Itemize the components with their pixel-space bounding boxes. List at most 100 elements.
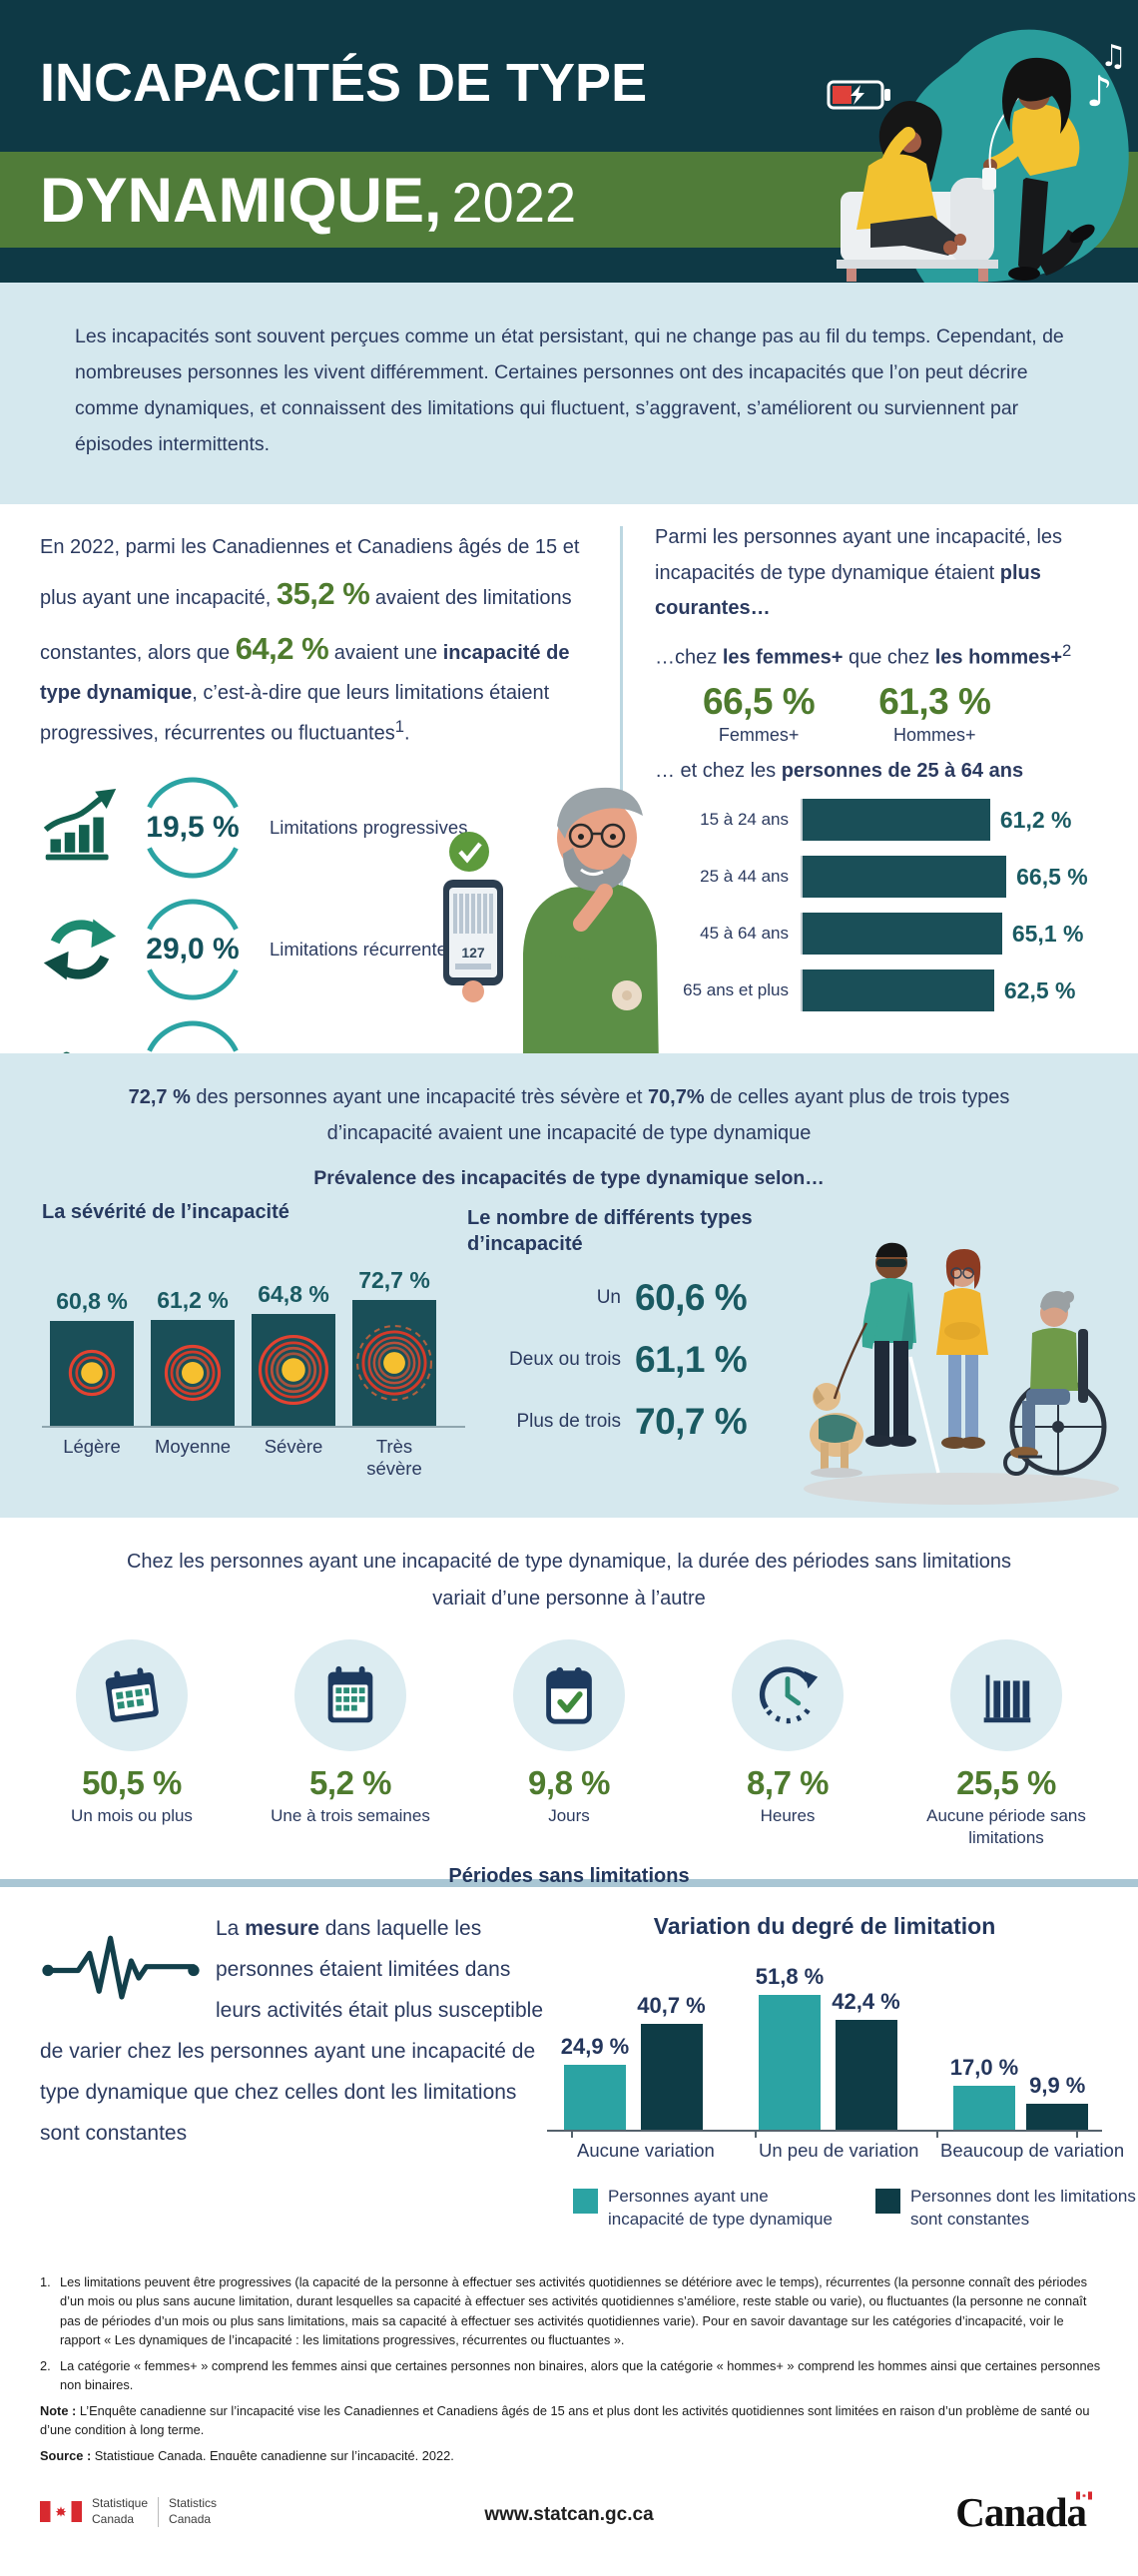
variation-text-block: La mesure dans laquelle les personnes ét… <box>40 1909 547 2258</box>
right-paragraph: Parmi les personnes ayant une incapacité… <box>655 526 1063 620</box>
bar-column: 40,7 % <box>637 1993 706 2130</box>
bar <box>803 913 1002 956</box>
bar-group: 17,0 % 9,9 % <box>950 2055 1089 2130</box>
age-category: 15 à 24 ans <box>700 810 789 830</box>
severity-categories: Légère Moyenne Sévère Très sévère <box>42 1436 465 1480</box>
mid-subtitle: Prévalence des incapacités de type dynam… <box>313 1167 825 1189</box>
stat-constant: 35,2 % <box>276 575 370 611</box>
legend-label: Personnes dont les limitations sont cons… <box>910 2187 1136 2229</box>
male-value: 61,3 % <box>878 681 991 723</box>
footnote-2: 2. La catégorie « femmes+ » comprend les… <box>40 2357 1101 2393</box>
footnote-1: 1. Les limitations peuvent être progress… <box>40 2274 1088 2348</box>
bar-value: 24,9 % <box>560 2034 630 2060</box>
white-cane <box>908 1356 940 1474</box>
severity-bars: 60,8 % 61,2 % <box>42 1267 465 1428</box>
stat-dynamic: 64,2 % <box>235 630 329 666</box>
bar-value: 61,2 % <box>999 806 1072 833</box>
age-bar-row: 15 à 24 ans 61,2 % <box>655 799 1106 842</box>
guide-dog <box>810 1383 863 1478</box>
stat-bubble: 29,0 % <box>126 898 260 1001</box>
clock-icon <box>760 1666 819 1724</box>
age-category: 25 à 44 ans <box>700 867 789 887</box>
bar-value: 64,8 % <box>258 1280 329 1307</box>
bar-group: 24,9 % 40,7 % <box>561 1993 706 2130</box>
female-label: Femmes+ <box>718 725 800 746</box>
axis-tick <box>755 2130 757 2138</box>
severity-title: La sévérité de l’incapacité <box>42 1201 289 1223</box>
durations-caption: Périodes sans limitations <box>448 1865 690 1888</box>
stat-row-recurrent: 29,0 % Limitations récurrentes <box>40 898 587 1001</box>
walking-person <box>982 57 1095 281</box>
types-value: 70,7 % <box>635 1401 748 1442</box>
calendar-weeks-icon <box>327 1665 373 1723</box>
intro-section: Les incapacités sont souvent perçues com… <box>0 283 1138 504</box>
footnote-ref-2: 2 <box>1062 640 1072 660</box>
footnote-ref-1: 1 <box>394 716 404 736</box>
durations-section: Chez les personnes ayant une incapacité … <box>0 1518 1138 1887</box>
recurring-arrows-icon <box>43 919 117 980</box>
bar-value: 66,5 % <box>1016 863 1088 890</box>
duration-value: 25,5 % <box>956 1764 1056 1801</box>
bar-dynamic <box>759 1995 821 2130</box>
types-category: Plus de trois <box>516 1411 621 1432</box>
severity-category: Très sévère <box>366 1435 422 1479</box>
man-with-phone-illustration: 127 <box>443 787 659 1071</box>
duration-label: Jours <box>548 1806 590 1825</box>
calendar-check-icon <box>546 1666 592 1724</box>
leash <box>833 1322 868 1400</box>
pulse-line-icon <box>42 1935 200 2000</box>
growth-chart-icon <box>43 788 117 861</box>
bar-constant <box>1026 2104 1089 2130</box>
signature-divider <box>158 2496 160 2527</box>
left-column: En 2022, parmi les Canadiennes et Canadi… <box>40 530 659 1141</box>
bar-constant <box>640 2024 703 2130</box>
source-line: Source : Statistique Canada, Enquête can… <box>40 2447 454 2463</box>
bar-column: 17,0 % <box>949 2054 1019 2130</box>
agency-name-fr: Statistique Canada <box>92 2496 149 2526</box>
types-value: 61,1 % <box>635 1339 748 1380</box>
axis-tick <box>936 2130 938 2138</box>
duration-item: 50,5 % Un mois ou plus <box>30 1639 234 1849</box>
severity-bar-column: 64,8 % <box>252 1281 335 1426</box>
canada-flag-icon <box>40 2501 82 2523</box>
legend-item: Personnes ayant une incapacité de type d… <box>573 2186 840 2232</box>
legend: Personnes ayant une incapacité de type d… <box>573 2186 1136 2232</box>
severity-bar-column: 72,7 % <box>352 1267 436 1426</box>
durations-items: 50,5 % Un mois ou plus <box>30 1639 1108 1849</box>
age-bar-row: 65 ans et plus 62,5 % <box>655 969 1106 1012</box>
bar-value: 51,8 % <box>755 1964 825 1990</box>
severity-bar-column: 60,8 % <box>50 1288 134 1426</box>
duration-item: 5,2 % Une à trois semaines <box>249 1639 452 1849</box>
duration-value: 9,8 % <box>528 1764 610 1801</box>
bar-value: 61,2 % <box>157 1286 229 1313</box>
gender-stats: 66,5 % Femmes+ 61,3 % Hommes+ <box>703 681 1106 746</box>
bar <box>803 856 1007 899</box>
age-category: 65 ans et plus <box>683 980 789 1000</box>
variation-category: Un peu de variation <box>759 2140 919 2161</box>
bar-track: 62,5 % <box>801 969 1106 1012</box>
target-icon <box>258 1334 329 1405</box>
music-note-icon: ♪ <box>1086 67 1113 116</box>
bar-column: 9,9 % <box>1026 2073 1089 2130</box>
statcan-signature: Statistique Canada Statistics Canada <box>40 2496 217 2527</box>
duration-item: 8,7 % Heures <box>686 1639 889 1849</box>
section-divider <box>0 1879 1138 1887</box>
bar-dynamic <box>564 2065 626 2130</box>
age-bar-chart: 15 à 24 ans 61,2 % 25 à 44 ans 66,5 % 45… <box>655 799 1106 1012</box>
statcan-url[interactable]: www.statcan.gc.ca <box>484 2504 654 2525</box>
prevalence-section: 72,7 % des personnes ayant une incapacit… <box>0 1053 1138 1518</box>
circle-outline <box>142 777 244 879</box>
icon-circle <box>294 1639 406 1751</box>
bar-value: 72,7 % <box>358 1267 430 1293</box>
circle-outline <box>142 899 244 1000</box>
bar-value: 17,0 % <box>949 2054 1019 2080</box>
header-illustration: ♪ ♫ <box>827 29 1129 283</box>
right-column: Parmi les personnes ayant une incapacité… <box>655 520 1106 1026</box>
sitting-person <box>856 100 966 256</box>
bar-value: 65,1 % <box>1011 920 1084 947</box>
duration-value: 8,7 % <box>747 1764 829 1801</box>
icon-circle <box>950 1639 1062 1751</box>
bar <box>151 1319 235 1426</box>
bar-column: 24,9 % <box>560 2034 630 2130</box>
variation-categories: Aucune variation Un peu de variation Bea… <box>547 2140 1124 2162</box>
